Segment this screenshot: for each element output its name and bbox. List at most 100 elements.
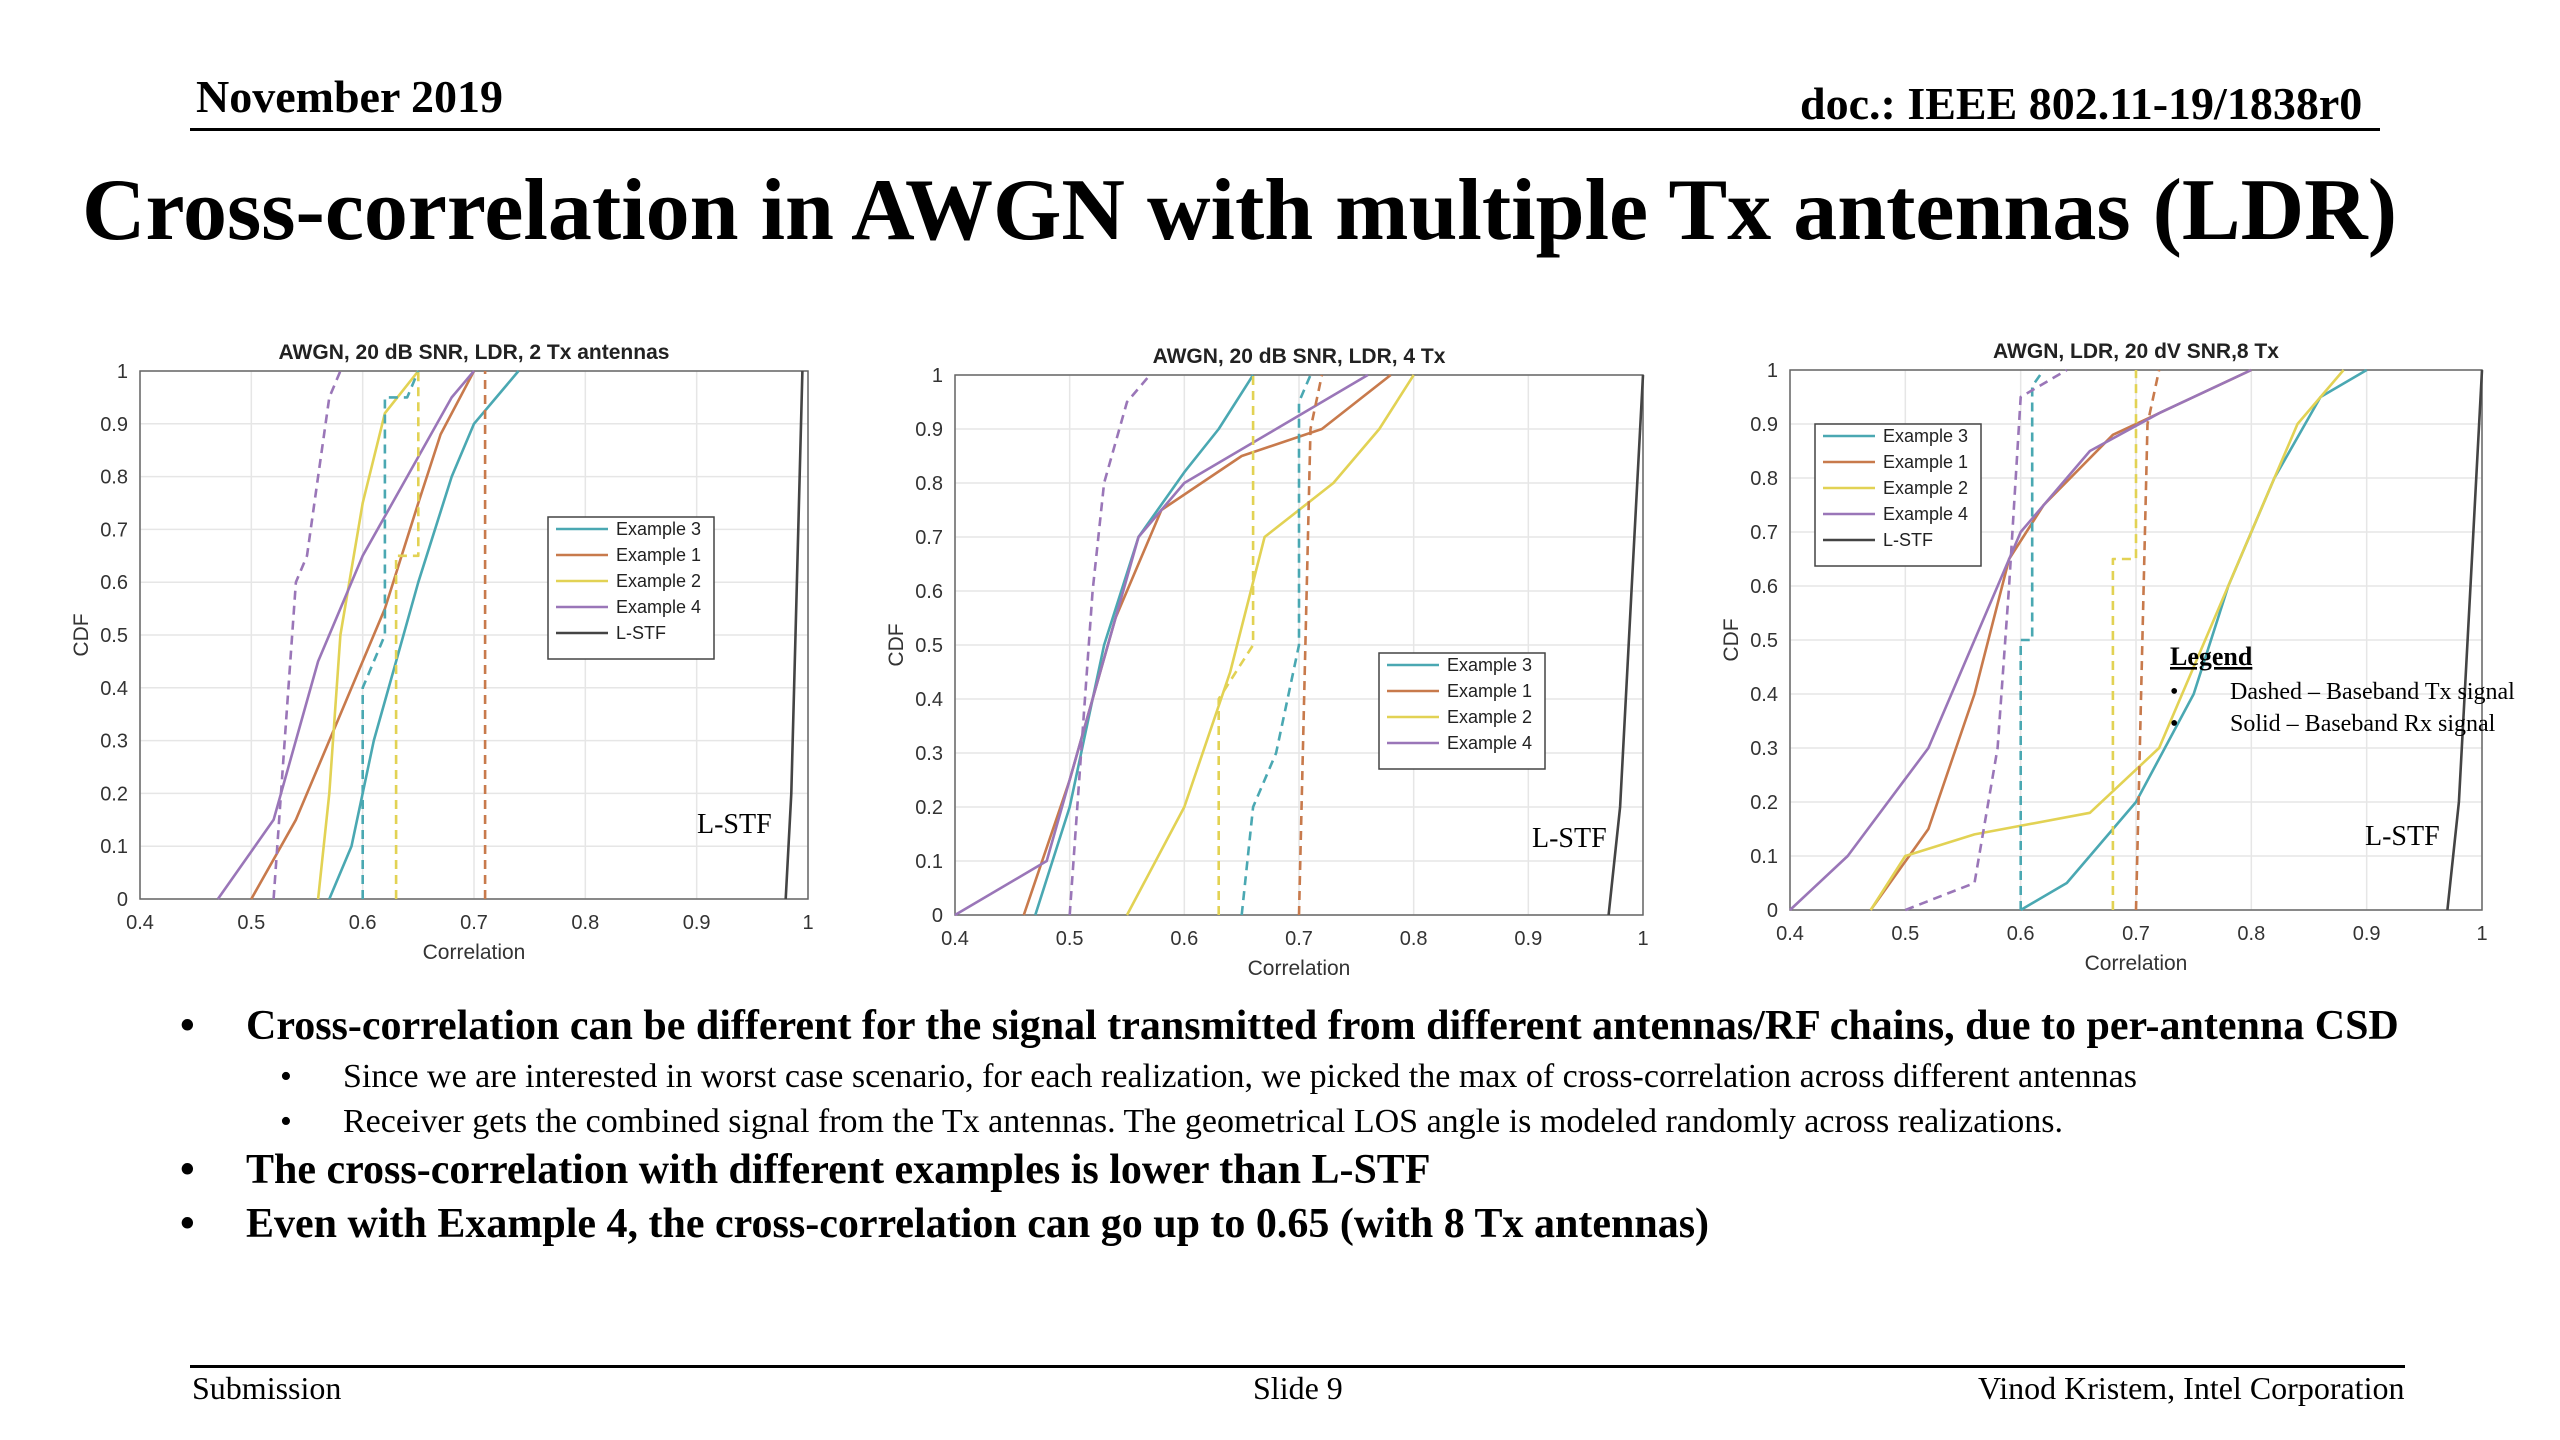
bullet-marker: • [180,1147,195,1193]
y-tick-label: 0 [117,889,128,911]
legend-entry: Example 4 [1447,733,1532,753]
bullet-marker: • [180,1003,195,1049]
x-tick-label: 0.4 [126,912,154,934]
legend-box [1378,652,1546,770]
y-tick-label: 0.3 [915,743,943,765]
y-tick-label: 1 [1767,360,1778,382]
y-tick-label: 0.4 [915,689,943,711]
series-line-example-1-dashed [1297,374,1324,916]
note-heading: Legend [2170,642,2253,671]
y-tick-label: 0.2 [100,783,128,805]
legend-entry: L-STF [616,623,666,643]
footer-submission: Submission [192,1370,342,1406]
series-line-l-stf-solid [784,370,804,900]
x-tick-label: 0.9 [1514,928,1542,950]
legend-entry: Example 3 [1447,655,1532,675]
x-tick-label: 0.9 [2353,923,2381,945]
series-line-l-stf-solid [2446,369,2484,911]
note-item: Dashed – Baseband Tx signal [2230,679,2515,705]
series-line-example-3-dashed [1240,374,1312,916]
footer-slide-number: Slide 9 [1253,1370,1343,1406]
x-tick-label: 0.6 [1170,928,1198,950]
y-tick-label: 0.9 [1750,414,1778,436]
x-tick-label: 0.7 [460,912,488,934]
x-tick-label: 1 [802,912,813,934]
chart-svg: 0.4 0.5 0.6 0.7 0.8 0.9 1 0 0.1 0.2 0.3 0.4 0.5 0.6 0.… [885,345,1649,980]
slide-title: Cross-correlation in AWGN with multiple … [82,162,2398,259]
y-tick-label: 0.9 [100,414,128,436]
x-axis-label: Correlation [2085,952,2188,975]
legend-entry: Example 1 [616,545,701,565]
series-line-example-2-solid [1125,374,1415,916]
y-tick-label: 0.7 [100,519,128,541]
y-tick-label: 0.7 [915,527,943,549]
y-tick-label: 1 [117,361,128,383]
legend-entry: Example 4 [1883,504,1968,524]
series-line-example-4-solid [1789,368,2252,911]
x-tick-label: 0.6 [349,912,377,934]
sub-bullet-item: • Since we are interested in worst case s… [180,1054,2510,1099]
lstf-annotation: L-STF [2365,821,2440,852]
series-line-example-1-solid [250,370,476,900]
legend-entry: Example 3 [1883,426,1968,446]
line-style-note: Legend • Dashed – Baseband Tx signal • Solid… [2170,642,2515,737]
legend-entry: Example 3 [616,519,701,539]
bullet-item: • Even with Example 4, the cross-correlat… [180,1198,2510,1250]
footer-rule [190,1365,2405,1368]
footer-author: Vinod Kristem, Intel Corporation [1978,1370,2405,1406]
x-tick-label: 0.9 [683,912,711,934]
y-tick-label: 0.3 [100,731,128,753]
y-tick-label: 0.6 [915,581,943,603]
series-line-example-3-dashed [2019,369,2045,910]
chart-title: AWGN, LDR, 20 dV SNR,8 Tx [1993,340,2279,363]
y-tick-label: 0 [1767,900,1778,922]
y-tick-label: 0.2 [1750,792,1778,814]
bullet-item: • Cross-correlation can be different for … [180,1000,2510,1052]
chart-title: AWGN, 20 dB SNR, LDR, 4 Tx [1153,345,1446,368]
header-date: November 2019 [196,71,504,122]
y-tick-label: 0.1 [915,851,943,873]
bullet-marker: • [280,1058,292,1095]
series-line-example-3-solid [328,370,520,900]
header-rule [190,128,2380,131]
x-tick-label: 1 [1637,928,1648,950]
y-tick-label: 0.3 [1750,738,1778,760]
series-line-example-4-solid [216,370,475,900]
series-line-example-4-solid [954,373,1369,917]
x-tick-label: 0.7 [2122,923,2150,945]
series-line-example-3-dashed [361,370,420,899]
series-line-example-2-dashed [2111,370,2138,910]
legend-entry: Example 1 [1447,681,1532,701]
bullet-text: Cross-correlation can be different for t… [246,1003,2399,1049]
y-tick-label: 0.5 [915,635,943,657]
x-tick-label: 0.8 [2237,923,2265,945]
y-tick-label: 0.1 [100,836,128,858]
x-tick-label: 0.4 [1776,923,1804,945]
legend-box [547,516,715,660]
note-bullet: • [2170,711,2178,737]
y-axis-label: CDF [885,623,908,666]
chart-legend: Example 3 Example 1 Example 2 Example 4 [1378,652,1546,770]
note-item: Solid – Baseband Rx signal [2230,711,2496,737]
bullet-text: The cross-correlation with different exa… [246,1147,1431,1193]
series-line-example-1-dashed [2134,369,2161,911]
y-tick-label: 0.4 [100,678,128,700]
series-line-example-2-dashed [394,371,420,899]
chart-svg: 0.4 0.5 0.6 0.7 0.8 0.9 1 0 0.1 0.2 0.3 0.4 0.5 0.6 0.… [70,341,814,964]
x-tick-label: 0.6 [2007,923,2035,945]
x-tick-label: 0.4 [941,928,969,950]
y-tick-label: 0.8 [100,467,128,489]
series-line-example-2-solid [316,370,420,900]
legend-entry: L-STF [1883,530,1933,550]
y-tick-label: 0.4 [1750,684,1778,706]
bullet-text: Even with Example 4, the cross-correlati… [246,1201,1710,1247]
y-tick-label: 0.8 [1750,468,1778,490]
y-tick-label: 0.7 [1750,522,1778,544]
cdf-chart-2tx: 0.4 0.5 0.6 0.7 0.8 0.9 1 0 0.1 0.2 0.3 0.4 0.5 0.6 0.… [70,335,838,979]
x-tick-label: 0.8 [571,912,599,934]
series-line-l-stf-solid [1607,374,1645,916]
chart-legend: Example 3 Example 1 Example 2 Example 4 L-ST… [547,516,715,660]
x-tick-label: 0.8 [1400,928,1428,950]
x-tick-label: 1 [2476,923,2487,945]
lstf-annotation: L-STF [1532,823,1607,854]
